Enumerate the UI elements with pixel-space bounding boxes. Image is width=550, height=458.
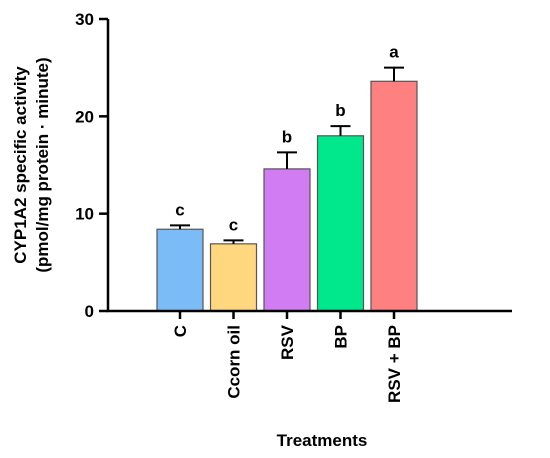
y-axis-title-line1: CYP1A2 specific activity	[11, 66, 30, 264]
category-label-0: C	[171, 325, 190, 337]
y-tick-label-1: 10	[75, 205, 94, 224]
y-axis-title-line2: (pmol/mg protein · minute)	[33, 57, 52, 272]
significance-label-2: b	[282, 127, 292, 146]
category-label-3: BP	[332, 325, 351, 349]
category-label-1: Ccorn oil	[225, 325, 244, 399]
bar-3	[316, 135, 365, 312]
bar-0	[156, 228, 204, 312]
y-tick-label-3: 30	[75, 10, 94, 29]
y-tick-label-0: 0	[85, 302, 94, 321]
significance-label-1: c	[229, 215, 238, 234]
category-label-2: RSV	[278, 324, 297, 360]
significance-label-4: a	[389, 43, 399, 62]
significance-label-0: c	[175, 200, 184, 219]
bar-4	[370, 80, 418, 312]
category-label-4: RSV + BP	[385, 325, 404, 403]
bar-2	[263, 168, 311, 312]
bar-1	[209, 243, 258, 312]
significance-label-3: b	[335, 101, 345, 120]
x-axis-title: Treatments	[277, 431, 368, 450]
y-tick-label-2: 20	[75, 107, 94, 126]
